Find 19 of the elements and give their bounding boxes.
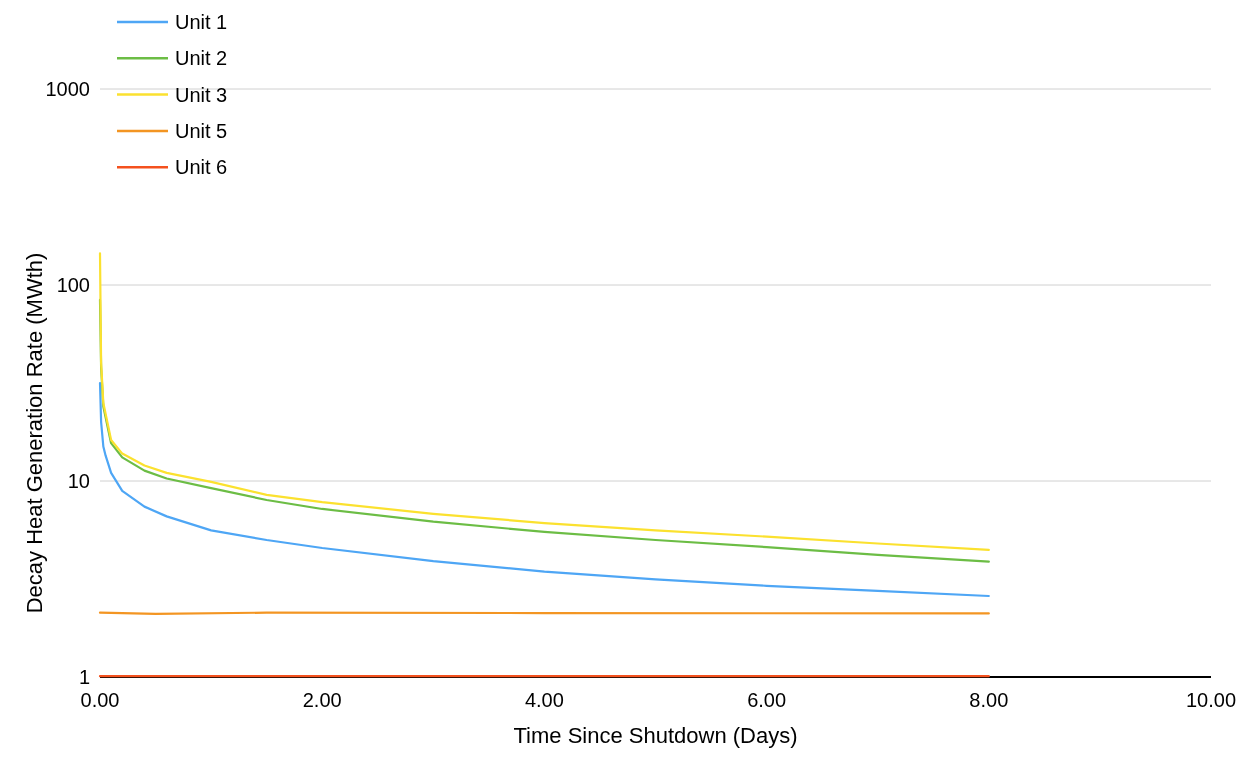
x-tick-label: 6.00 [747, 689, 787, 711]
x-tick-label: 4.00 [524, 689, 564, 711]
line-series [98, 381, 990, 598]
y-tick-label: 1000 [45, 78, 90, 100]
x-tick-label: 8.00 [969, 689, 1009, 711]
y-tick-label: 10 [67, 470, 90, 492]
x-tick-label: 10.00 [1185, 689, 1237, 711]
legend-label: Unit 3 [175, 83, 228, 106]
y-axis-title: Decay Heat Generation Rate (MWth) [22, 252, 47, 614]
line-series [98, 252, 990, 552]
x-tick-label: 2.00 [302, 689, 342, 711]
legend-label: Unit 5 [175, 119, 228, 142]
x-axis-title: Time Since Shutdown (Days) [513, 723, 798, 748]
legend-label: Unit 2 [175, 47, 228, 70]
y-tick-label: 1 [78, 666, 90, 688]
legend-label: Unit 1 [175, 11, 228, 33]
y-tick-label: 100 [56, 274, 90, 296]
x-tick-label: 0.00 [80, 689, 120, 711]
legend-label: Unit 6 [175, 156, 228, 179]
